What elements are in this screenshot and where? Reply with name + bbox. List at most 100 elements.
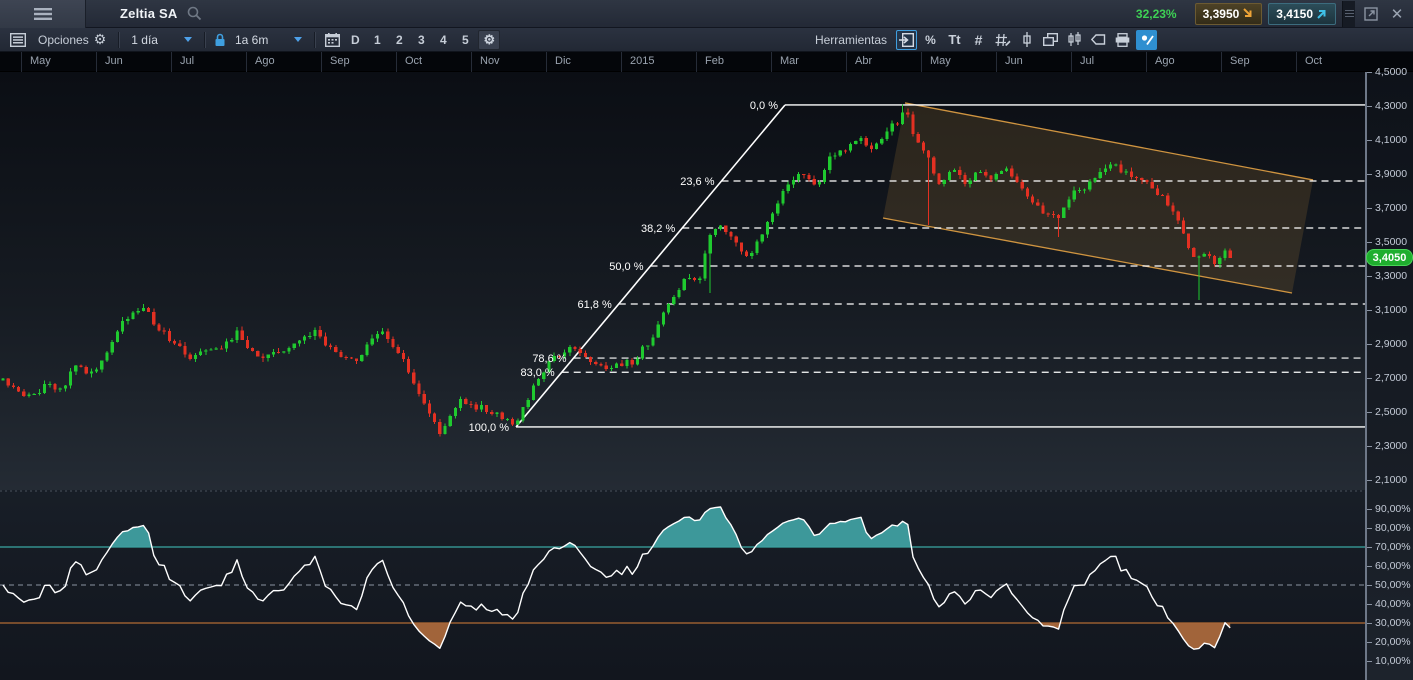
- grid-tool-button[interactable]: #: [968, 30, 989, 50]
- month-tick: [621, 52, 622, 72]
- chart-settings-button[interactable]: ⚙: [478, 29, 501, 50]
- month-tick: [171, 52, 172, 72]
- main-menu-button[interactable]: [0, 0, 86, 28]
- detach-window-button[interactable]: [1361, 4, 1381, 24]
- axis-label: 2,9000: [1375, 338, 1408, 350]
- time-axis[interactable]: May Jun Jul Ago Sep Oct Nov Dic 2015 Feb Mar Abr May…: [0, 52, 1413, 72]
- month-label: Mar: [780, 55, 799, 67]
- month-label: Jun: [105, 55, 123, 67]
- lock-icon: [215, 33, 225, 46]
- month-tick: [546, 52, 547, 72]
- month-label: Jul: [180, 55, 195, 67]
- lock-button[interactable]: [211, 28, 229, 52]
- month-label: May: [30, 55, 51, 67]
- toolbar-separator: [203, 31, 205, 48]
- candlestick-chart-pane[interactable]: 0,0 % 23,6 % 38,2 % 50,0 % 61,8 % 78,6 % 83,0 …: [0, 72, 1365, 490]
- compare-candles-icon: [1067, 32, 1081, 46]
- gear-icon: ⚙: [483, 31, 496, 47]
- axis-tick: [1367, 140, 1372, 141]
- axis-tick: [1367, 642, 1372, 643]
- grid-tool-icon: #: [974, 31, 983, 48]
- buy-button[interactable]: 3,4150: [1268, 2, 1336, 25]
- month-tick: [1296, 52, 1297, 72]
- close-icon: ✕: [1390, 5, 1404, 23]
- month-label: Feb: [705, 55, 724, 67]
- axis-tick: [1367, 276, 1372, 277]
- cascade-windows-button[interactable]: [1040, 30, 1061, 50]
- interval-select[interactable]: 1 día: [125, 28, 198, 52]
- axis-tick: [1367, 412, 1372, 413]
- draw-mode-toggle[interactable]: [1136, 29, 1157, 50]
- calendar-button[interactable]: [321, 28, 344, 52]
- svg-text:100,0 %: 100,0 %: [469, 422, 510, 434]
- axis-tick: [1367, 208, 1372, 209]
- toolbar-separator: [118, 31, 120, 48]
- eraser-tool-button[interactable]: [1088, 30, 1109, 50]
- axis-label: 4,5000: [1375, 66, 1408, 78]
- month-tick: [396, 52, 397, 72]
- svg-text:83,0 %: 83,0 %: [520, 367, 554, 379]
- month-tick: [96, 52, 97, 72]
- axis-tick: [1367, 242, 1372, 243]
- month-label: Abr: [855, 55, 873, 67]
- svg-text:38,2 %: 38,2 %: [641, 223, 675, 235]
- period-button-3[interactable]: 3: [417, 32, 425, 47]
- axis-tick: [1367, 310, 1372, 311]
- cursor-tool-button[interactable]: [896, 29, 917, 50]
- change-percent: 32,23%: [1135, 6, 1177, 21]
- text-tool-icon: Tt: [948, 32, 961, 47]
- compare-candles-button[interactable]: [1064, 30, 1085, 50]
- range-value: 1a 6m: [234, 32, 269, 47]
- axis-tick: [1367, 661, 1372, 662]
- axis-label: 3,9000: [1375, 168, 1408, 180]
- close-button[interactable]: ✕: [1387, 4, 1407, 24]
- dropdown-caret-icon: [183, 37, 192, 42]
- axis-label: 50,00%: [1375, 579, 1411, 591]
- opciones-label: Opciones: [38, 32, 89, 47]
- month-tick: [1221, 52, 1222, 72]
- axis-tick: [1367, 174, 1372, 175]
- instrument-title: Zeltia SA: [120, 6, 178, 21]
- axis-label: 2,1000: [1375, 474, 1408, 486]
- interval-value: 1 día: [131, 32, 158, 47]
- search-icon[interactable]: [187, 6, 202, 21]
- month-label: Ago: [1155, 55, 1175, 67]
- percent-tool-button[interactable]: %: [920, 30, 941, 50]
- toolbar-separator: [314, 31, 316, 48]
- axis-tick: [1367, 509, 1372, 510]
- price-axis[interactable]: 4,5000 4,3000 4,1000 3,9000 3,7000 3,5000 3,30…: [1365, 66, 1413, 680]
- herramientas-label: Herramientas: [814, 32, 887, 47]
- opciones-button[interactable]: Opciones ⚙: [32, 28, 112, 52]
- month-label: Oct: [1305, 55, 1323, 67]
- printer-button[interactable]: [1112, 30, 1133, 50]
- axis-tick: [1367, 480, 1372, 481]
- text-tool-button[interactable]: Tt: [944, 30, 965, 50]
- sell-price: 3,3950: [1202, 6, 1240, 21]
- svg-text:78,6 %: 78,6 %: [532, 353, 566, 365]
- period-button-5[interactable]: 5: [461, 32, 469, 47]
- month-label: 2015: [630, 55, 655, 67]
- month-tick: [21, 52, 22, 72]
- rsi-indicator-pane[interactable]: [0, 490, 1365, 680]
- sell-button[interactable]: 3,3950: [1194, 2, 1263, 25]
- month-tick: [471, 52, 472, 72]
- grid-edit-tool-button[interactable]: [992, 30, 1013, 50]
- month-tick: [771, 52, 772, 72]
- axis-tick: [1367, 72, 1372, 73]
- period-button-1[interactable]: 1: [373, 32, 381, 47]
- list-view-button[interactable]: [4, 28, 32, 52]
- cursor-tool-icon: [899, 32, 914, 47]
- month-label: Dic: [555, 55, 571, 67]
- range-select[interactable]: 1a 6m: [229, 28, 308, 52]
- month-label: Sep: [330, 55, 350, 67]
- axis-label: 3,3000: [1375, 270, 1408, 282]
- candle-tool-button[interactable]: [1016, 30, 1037, 50]
- axis-label: 40,00%: [1375, 598, 1411, 610]
- axis-tick: [1367, 378, 1372, 379]
- period-button-2[interactable]: 2: [395, 32, 403, 47]
- mini-scrollbar[interactable]: [1342, 0, 1355, 27]
- axis-label: 10,00%: [1375, 655, 1411, 667]
- period-button-D[interactable]: D: [350, 32, 360, 47]
- period-button-4[interactable]: 4: [439, 32, 447, 47]
